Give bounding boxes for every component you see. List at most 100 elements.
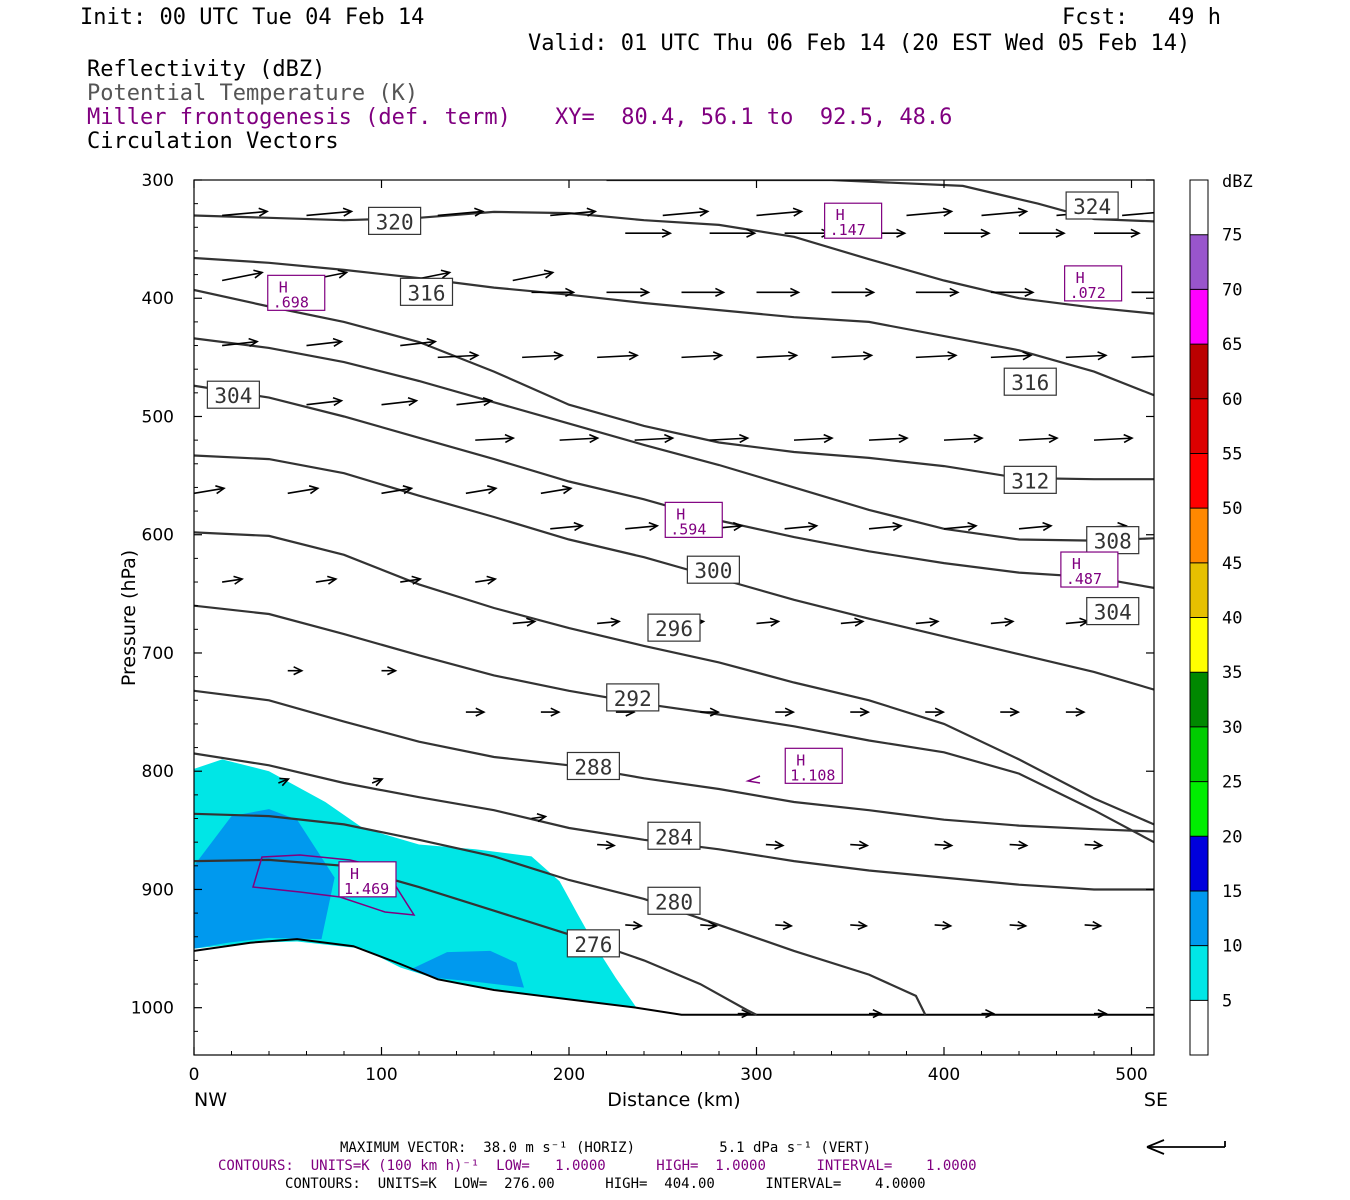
circulation-vector — [700, 920, 719, 931]
y-tick-label: 400 — [142, 289, 174, 309]
circulation-vector — [597, 840, 616, 850]
reflectivity-area-10dbz-2 — [409, 950, 524, 988]
y-tick-label: 300 — [142, 171, 174, 191]
svg-text:316: 316 — [408, 281, 446, 305]
circulation-vector — [531, 813, 548, 823]
y-tick-label: 700 — [142, 644, 174, 664]
colorbar-segment — [1190, 617, 1208, 673]
circulation-vector — [1131, 291, 1154, 294]
circulation-vector — [840, 617, 865, 627]
colorbar-label: 20 — [1222, 827, 1242, 847]
colorbar-segment — [1190, 508, 1208, 563]
circulation-vector — [737, 1008, 752, 1019]
reflectivity-area-5dbz-0 — [194, 759, 637, 1008]
theta-contour-276 — [194, 858, 757, 1016]
theta-label-304: 304 — [206, 380, 260, 409]
svg-text:308: 308 — [1094, 530, 1132, 554]
frontogenesis-contours — [252, 775, 761, 916]
circulation-vector — [831, 287, 876, 297]
field-frontogenesis-label: Miller frontogenesis (def. term) — [87, 105, 511, 130]
circulation-vector — [531, 287, 576, 297]
circulation-vector — [1094, 1008, 1108, 1019]
colorbar-segment — [1190, 890, 1208, 946]
theta-label-316: 316 — [399, 277, 454, 306]
field-vectors-label: Circulation Vectors — [87, 129, 339, 154]
circulation-vector — [222, 207, 269, 217]
svg-text:304: 304 — [214, 384, 252, 408]
forecast-hour: Fcst: 49 h — [1062, 5, 1221, 30]
circulation-vector — [221, 269, 264, 282]
reflectivity-area-10dbz-1 — [194, 809, 335, 949]
theta-label-292: 292 — [606, 683, 660, 712]
colorbar-segment — [1190, 180, 1208, 235]
colorbar-label: 50 — [1222, 499, 1242, 519]
theta-label-296: 296 — [647, 613, 701, 642]
theta-label-304: 304 — [1086, 596, 1140, 626]
contour-labels: 276 280 284 288 292 296 300 304 304 308 312 316 316 3… — [206, 191, 1140, 958]
circulation-vector — [681, 287, 726, 297]
colorbar-unit: dBZ — [1222, 172, 1253, 192]
frontogenesis-contour-small — [745, 775, 761, 784]
circulation-vector — [906, 207, 954, 217]
svg-text:292: 292 — [614, 687, 652, 711]
theta-label-288: 288 — [566, 751, 620, 781]
theta-contour-292 — [194, 604, 1154, 844]
colorbar-label: 10 — [1222, 937, 1242, 957]
colorbar-label: 70 — [1222, 280, 1242, 300]
circulation-vector — [550, 207, 598, 217]
circulation-vector — [850, 840, 870, 850]
svg-text:284: 284 — [655, 825, 693, 849]
circulation-vector — [915, 351, 958, 361]
circulation-vector — [1065, 617, 1090, 627]
circulation-vector — [944, 228, 991, 238]
frontogenesis-max-label: H.147 — [824, 202, 883, 239]
colorbar-segment — [1190, 672, 1208, 727]
circulation-vector — [315, 575, 338, 585]
circulation-vector — [1094, 228, 1141, 238]
y-axis-label: Pressure (hPa) — [118, 550, 140, 686]
circulation-vector — [597, 617, 621, 627]
theta-label-312: 312 — [1003, 465, 1057, 494]
svg-text:H: H — [676, 505, 685, 523]
circulation-vectors — [194, 207, 1154, 1019]
x-tick-label: 200 — [553, 1065, 585, 1085]
circulation-vector — [625, 521, 660, 532]
circulation-vector — [512, 269, 555, 282]
theta-contour-320 — [194, 210, 1154, 315]
circulation-vector — [194, 485, 226, 495]
theta-label-284: 284 — [647, 821, 701, 850]
y-tick-label: 600 — [142, 526, 174, 546]
terrain-line — [194, 938, 1154, 1016]
circulation-vector — [934, 840, 954, 850]
svg-text:.147: .147 — [830, 221, 866, 239]
theta-label-324: 324 — [1065, 191, 1119, 220]
circulation-vector — [756, 287, 801, 297]
y-tick-label: 900 — [142, 880, 174, 900]
colorbar-segment — [1190, 726, 1208, 782]
theta-label-280: 280 — [647, 886, 701, 915]
svg-text:.698: .698 — [273, 293, 309, 311]
svg-text:324: 324 — [1073, 195, 1111, 219]
colorbar-label: 35 — [1222, 663, 1242, 683]
x-tick-label: 400 — [928, 1065, 960, 1085]
svg-text:H: H — [1076, 269, 1085, 287]
circulation-vector — [465, 707, 486, 717]
circulation-vector — [709, 228, 757, 238]
init-time: Init: 00 UTC Tue 04 Feb 14 — [80, 5, 425, 30]
circulation-vector — [381, 396, 419, 407]
svg-text:H: H — [279, 278, 288, 296]
circulation-vector — [1131, 355, 1154, 359]
circulation-vector — [915, 617, 940, 627]
circulation-vector — [287, 666, 304, 676]
frontogenesis-max-label: H1.469 — [338, 861, 397, 898]
circulation-vector — [306, 207, 354, 217]
circulation-vector — [1019, 228, 1066, 238]
circulation-vector — [400, 337, 438, 348]
colorbar-segment — [1190, 398, 1208, 454]
circulation-vector — [222, 575, 244, 585]
circulation-vector — [437, 207, 485, 217]
svg-text:.072: .072 — [1070, 284, 1106, 302]
circulation-vector — [1065, 707, 1086, 717]
colorbar-segment — [1190, 781, 1208, 837]
svg-text:316: 316 — [1011, 371, 1049, 395]
